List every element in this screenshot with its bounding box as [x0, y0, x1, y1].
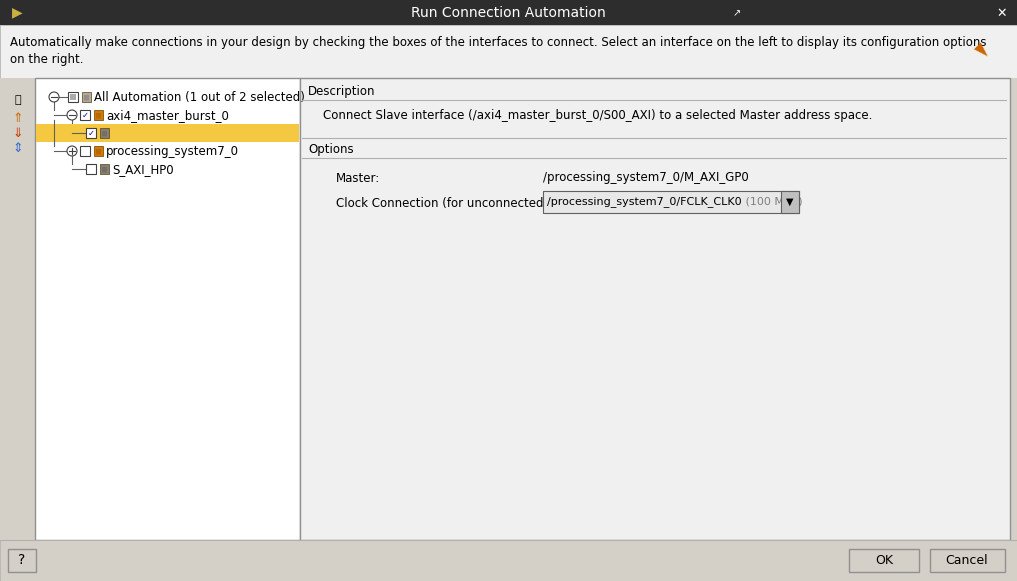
Bar	[849, 549, 919, 572]
Bar	[35, 78, 300, 540]
Bar	[0, 78, 35, 540]
Bar	[100, 164, 109, 174]
Bar	[543, 191, 799, 213]
Text: All Automation (1 out of 2 selected): All Automation (1 out of 2 selected)	[94, 91, 305, 105]
Bar	[80, 146, 89, 156]
Text: /processing_system7_0/FCLK_CLK0: /processing_system7_0/FCLK_CLK0	[547, 196, 741, 207]
Text: S_AXI_HP0: S_AXI_HP0	[112, 163, 174, 177]
Text: Cancel: Cancel	[946, 554, 989, 566]
Text: ✓: ✓	[87, 128, 95, 138]
Text: |||: |||	[83, 94, 89, 100]
Text: Options: Options	[308, 144, 354, 156]
Text: ?: ?	[18, 553, 25, 567]
Text: Clock Connection (for unconnected clks) :: Clock Connection (for unconnected clks) …	[336, 196, 583, 210]
Text: axi4_master_burst_0: axi4_master_burst_0	[106, 109, 229, 123]
Bar	[82, 92, 91, 102]
Bar	[36, 124, 299, 142]
Text: Automatically make connections in your design by checking the boxes of the inter: Automatically make connections in your d…	[10, 36, 986, 49]
Bar	[0, 25, 1017, 78]
Bar	[94, 146, 103, 156]
Text: ↗: ↗	[732, 8, 740, 18]
Text: /processing_system7_0/M_AXI_GP0: /processing_system7_0/M_AXI_GP0	[543, 171, 749, 185]
Text: |||: |||	[95, 148, 101, 154]
Text: (100 MHz): (100 MHz)	[742, 197, 802, 207]
Text: processing_system7_0: processing_system7_0	[106, 145, 239, 159]
Bar	[94, 110, 103, 120]
Text: ⇓: ⇓	[13, 127, 23, 139]
Bar	[0, 0, 1017, 25]
Text: 🔍: 🔍	[14, 95, 21, 105]
Text: |||: |||	[95, 112, 101, 118]
Bar	[100, 128, 109, 138]
Circle shape	[67, 110, 77, 120]
Text: ✕: ✕	[997, 6, 1007, 20]
Text: ✓: ✓	[81, 110, 88, 120]
Text: ►: ►	[970, 39, 994, 63]
Bar	[86, 164, 96, 174]
Bar	[86, 128, 96, 138]
Bar	[930, 549, 1005, 572]
Bar	[0, 78, 1017, 540]
Bar	[0, 540, 1017, 581]
Circle shape	[67, 146, 77, 156]
Bar	[80, 110, 89, 120]
Bar	[8, 549, 36, 572]
Text: Connect Slave interface (/axi4_master_burst_0/S00_AXI) to a selected Master addr: Connect Slave interface (/axi4_master_bu…	[308, 109, 873, 123]
Text: Run Connection Automation: Run Connection Automation	[411, 6, 606, 20]
Text: Description: Description	[308, 84, 375, 98]
Text: ▼: ▼	[786, 197, 793, 207]
Bar	[68, 92, 78, 102]
Text: ⇑: ⇑	[13, 112, 23, 124]
Bar	[70, 94, 76, 100]
Text: Master:: Master:	[336, 171, 380, 185]
Text: S00_AXI: S00_AXI	[112, 127, 160, 141]
Text: |||: |||	[101, 166, 107, 172]
Text: |||: |||	[101, 130, 107, 136]
Text: ▶: ▶	[12, 5, 22, 19]
Text: on the right.: on the right.	[10, 53, 83, 66]
Bar	[300, 78, 1010, 540]
Text: ⇕: ⇕	[13, 142, 23, 155]
Circle shape	[49, 92, 59, 102]
Bar	[781, 191, 799, 213]
Text: OK: OK	[875, 554, 893, 566]
